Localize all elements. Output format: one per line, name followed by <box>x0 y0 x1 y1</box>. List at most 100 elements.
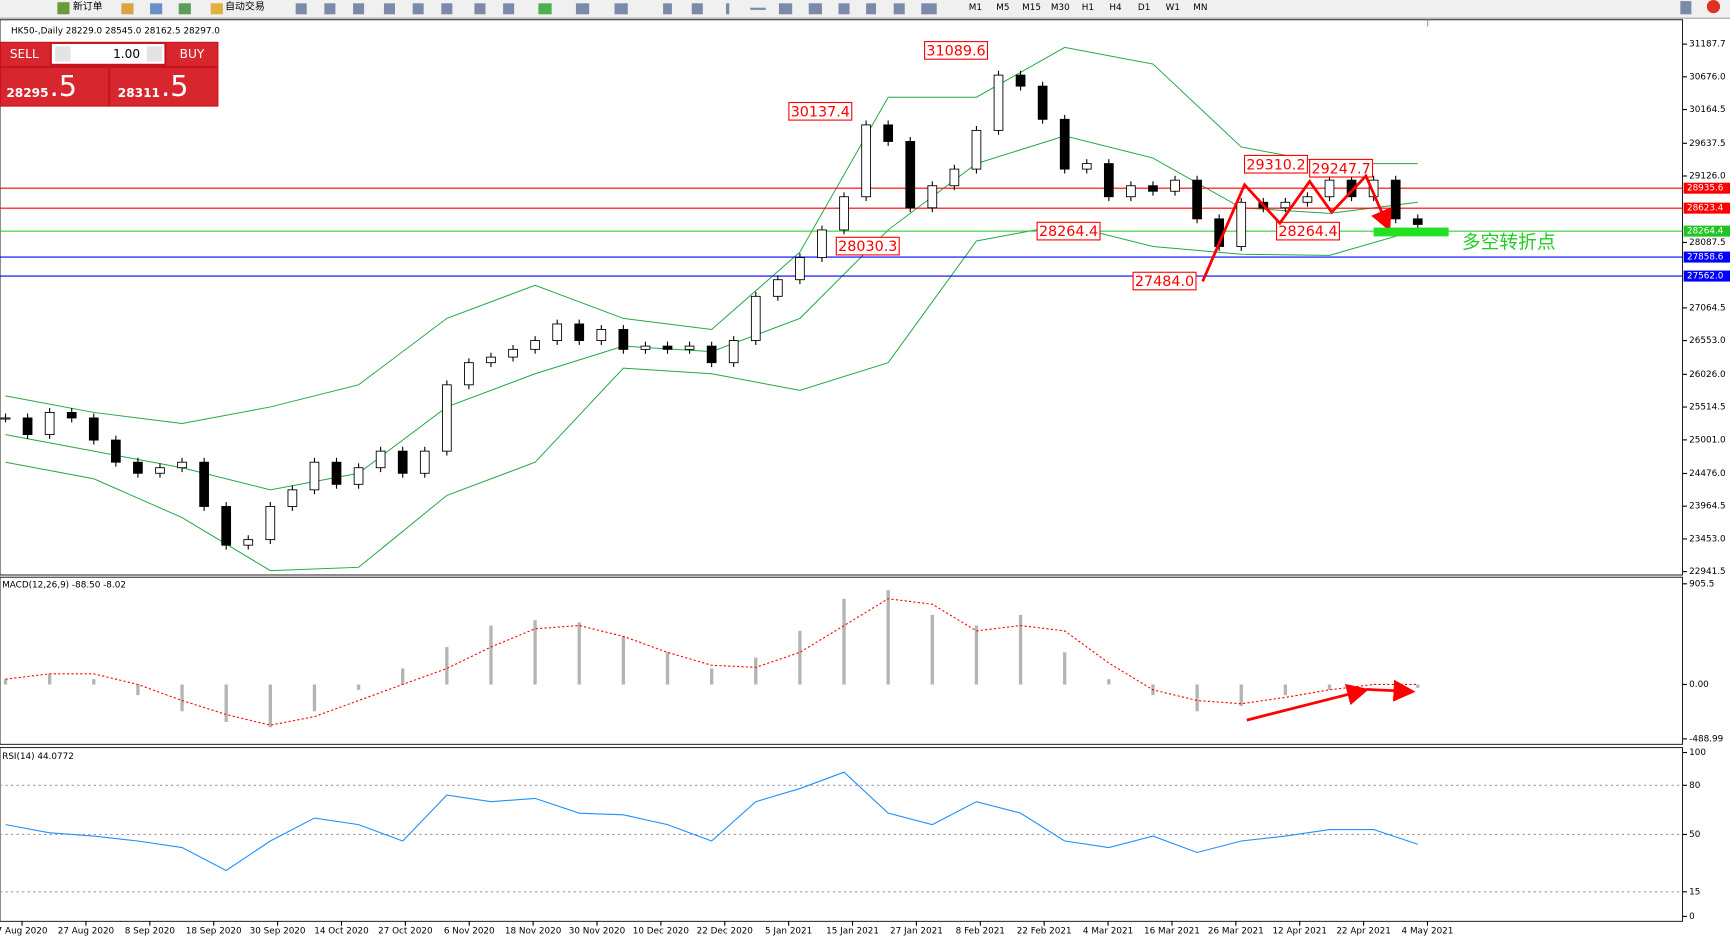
x-tick-label: 4 Mar 2021 <box>1083 927 1133 937</box>
price-annotation-box <box>1036 221 1101 241</box>
tool-icon[interactable] <box>324 3 336 15</box>
tool-icon[interactable] <box>295 3 307 15</box>
timeframe-button[interactable]: M15 <box>1022 3 1041 13</box>
x-tick-label: 8 Feb 2021 <box>956 927 1005 937</box>
candle <box>110 439 121 463</box>
toolbar-icons <box>295 3 937 15</box>
toolbar-icon[interactable] <box>178 3 191 15</box>
new-order-button[interactable]: 新订单 <box>73 0 103 13</box>
indicator-title: RSI(14) 44.0772 <box>2 752 74 762</box>
buy-pips[interactable]: .5 <box>161 69 188 103</box>
templates[interactable] <box>614 3 628 15</box>
cursor[interactable] <box>663 3 672 15</box>
macd-bar <box>1239 684 1243 706</box>
periods[interactable] <box>575 3 590 15</box>
sell-label[interactable]: SELL <box>10 47 39 61</box>
x-tick-label: 6 Nov 2020 <box>444 927 495 937</box>
tool-icon[interactable] <box>474 3 486 15</box>
timeframe-button[interactable]: H1 <box>1082 3 1094 13</box>
sell-price[interactable]: 28295 <box>6 86 48 100</box>
candle <box>905 141 916 209</box>
auto-trading-button[interactable]: 自动交易 <box>225 0 265 13</box>
timeframe-button[interactable]: M1 <box>969 3 982 13</box>
timeframe-button[interactable]: MN <box>1193 3 1207 13</box>
zoom-in[interactable] <box>383 3 395 15</box>
candle <box>464 362 474 386</box>
auto-trading-icon[interactable] <box>210 3 223 15</box>
timeframe-button[interactable]: H4 <box>1109 3 1122 13</box>
price-line-label: 27858.6 <box>1687 253 1724 263</box>
candle <box>750 295 761 341</box>
zigzag-arrow <box>1201 173 1392 282</box>
crosshair[interactable] <box>691 3 703 15</box>
sell-button[interactable] <box>1 42 50 66</box>
hline[interactable] <box>750 7 766 10</box>
y-tick-label: 26553.0 <box>1689 336 1726 346</box>
label-tool[interactable] <box>893 3 905 15</box>
shapes[interactable] <box>921 3 937 15</box>
indicator-title: MACD(12,26,9) -88.50 -8.02 <box>2 580 126 590</box>
pivot-bar <box>1373 227 1449 237</box>
text-tool[interactable] <box>866 3 877 15</box>
toolbar-icon[interactable] <box>150 3 163 15</box>
user-icon[interactable] <box>1680 1 1692 15</box>
notification[interactable] <box>1706 0 1721 14</box>
x-tick-label: 15 Jan 2021 <box>826 927 879 937</box>
price-line-tag <box>1683 202 1730 214</box>
timeframe-button[interactable]: M30 <box>1051 3 1070 13</box>
tool-icon[interactable] <box>353 3 365 15</box>
candle <box>1192 179 1202 220</box>
lots-down[interactable] <box>55 46 71 62</box>
new-order-icon[interactable] <box>57 2 70 15</box>
candle <box>1103 163 1114 198</box>
buy-price-box[interactable] <box>110 68 218 106</box>
bollinger-upper <box>5 46 1418 425</box>
timeframe-button[interactable]: D1 <box>1138 3 1150 13</box>
price-annotation: 27484.0 <box>1135 274 1194 290</box>
lots-input[interactable] <box>51 43 165 64</box>
y-tick-label: 31187.7 <box>1689 40 1725 50</box>
y-tick-label: 26026.0 <box>1689 370 1726 380</box>
tile[interactable] <box>441 3 453 15</box>
x-tick-label: 22 Apr 2021 <box>1336 927 1391 937</box>
macd-bar <box>1416 684 1420 688</box>
y-tick-label: 0 <box>1689 912 1695 922</box>
candle <box>441 384 452 452</box>
price-annotation-box <box>1243 154 1308 174</box>
candle <box>927 185 938 209</box>
plot-layer: HK50-,Daily 28229.0 28545.0 28162.5 2829… <box>0 26 1730 937</box>
candle <box>839 196 849 231</box>
tool-icon[interactable] <box>503 3 515 15</box>
x-tick-label: 10 Dec 2020 <box>633 927 690 937</box>
sell-pips[interactable]: .5 <box>50 69 77 103</box>
price-annotation: 28264.4 <box>1039 224 1098 240</box>
macd-arrow <box>1246 683 1370 722</box>
buy-price[interactable]: 28311 <box>118 86 160 100</box>
vline[interactable] <box>725 3 730 15</box>
price-line-tag <box>1683 225 1730 237</box>
channel[interactable] <box>808 3 822 15</box>
candle <box>331 461 342 485</box>
y-tick-label: 25001.0 <box>1689 435 1726 445</box>
buy-button[interactable] <box>166 42 218 66</box>
buy-label[interactable]: BUY <box>180 47 205 61</box>
candle <box>1059 118 1070 170</box>
fibo[interactable] <box>838 3 850 15</box>
trendline[interactable] <box>778 3 793 15</box>
lots-value[interactable]: 1.00 <box>113 47 140 61</box>
timeframe-button[interactable]: M5 <box>996 3 1009 13</box>
sell-price-box[interactable] <box>1 68 109 106</box>
macd-bar <box>798 630 802 685</box>
zoom-out[interactable] <box>412 3 424 15</box>
candle <box>706 345 717 364</box>
indicators[interactable] <box>538 3 552 15</box>
candle <box>728 340 739 364</box>
x-tick-label: 22 Dec 2020 <box>697 927 754 937</box>
x-tick-label: 26 Mar 2021 <box>1208 927 1264 937</box>
candle <box>1148 185 1158 192</box>
timeframe-button[interactable]: W1 <box>1166 3 1180 13</box>
lots-up[interactable] <box>146 46 163 62</box>
toolbar-icon[interactable] <box>121 3 134 15</box>
